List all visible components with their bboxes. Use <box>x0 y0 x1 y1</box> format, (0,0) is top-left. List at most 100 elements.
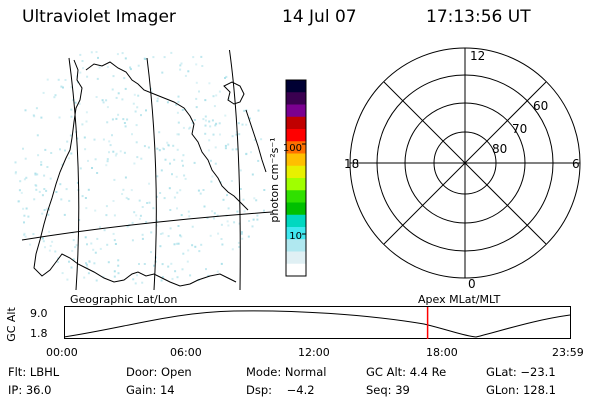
polar-hour-label: 12 <box>470 49 485 63</box>
uv-speckle <box>134 110 137 113</box>
uv-speckle <box>112 75 115 78</box>
map-coastline <box>33 59 237 287</box>
uv-speckle <box>180 235 183 238</box>
uv-speckle <box>216 270 219 273</box>
uv-speckle <box>102 138 105 141</box>
uv-speckle <box>143 145 146 148</box>
uv-speckle <box>36 134 39 137</box>
uv-speckle <box>167 235 170 238</box>
uv-speckle <box>138 199 141 202</box>
uv-speckle <box>56 261 59 263</box>
uv-speckle <box>48 208 50 211</box>
uv-speckle <box>14 161 17 164</box>
uv-speckle <box>133 211 136 214</box>
uv-speckle <box>62 86 64 89</box>
uv-speckle <box>245 152 248 155</box>
uv-speckle <box>40 163 43 166</box>
uv-speckle <box>215 122 218 125</box>
map-meridian <box>68 57 80 290</box>
uv-speckle <box>84 148 87 151</box>
uv-speckle <box>256 218 259 221</box>
uv-speckle <box>174 270 177 273</box>
colorbar-stripe <box>286 190 306 203</box>
uv-speckle <box>35 107 38 110</box>
uv-speckle <box>240 232 243 235</box>
uv-speckle <box>225 75 228 78</box>
uv-speckle <box>87 272 90 275</box>
uv-speckle <box>97 56 99 59</box>
uv-speckle <box>155 224 158 227</box>
status-gc-alt: GC Alt: 4.4 Re <box>366 365 447 379</box>
colorbar-tick-label: 10 <box>289 231 302 242</box>
uv-speckle <box>93 138 96 141</box>
uv-speckle <box>68 199 71 202</box>
colorbar-stripe <box>286 129 306 142</box>
colorbar-stripe <box>286 202 306 216</box>
uv-speckle <box>140 114 142 117</box>
uv-speckle <box>125 196 128 199</box>
uv-speckle <box>85 120 88 123</box>
uv-speckle <box>148 201 151 204</box>
uv-speckle <box>138 263 140 265</box>
uv-speckle <box>152 56 155 59</box>
colorbar-stripe <box>286 227 306 240</box>
colorbar-stripe <box>286 104 306 118</box>
uv-speckle <box>41 212 44 215</box>
uv-speckle <box>180 214 183 217</box>
uv-speckle <box>17 200 20 203</box>
uv-speckle <box>81 195 84 198</box>
uv-speckle <box>22 147 24 150</box>
uv-speckle <box>65 188 68 191</box>
uv-speckle <box>74 101 77 104</box>
colorbar-stripe <box>286 141 306 154</box>
uv-speckle <box>40 116 43 119</box>
uv-speckle <box>23 233 26 236</box>
uv-speckle <box>131 221 134 224</box>
timeline-x-tick: 18:00 <box>426 346 458 359</box>
uv-speckle <box>230 180 233 182</box>
uv-speckle <box>207 149 210 152</box>
uv-speckle <box>129 68 132 71</box>
uv-speckle <box>141 281 144 284</box>
altitude-curve <box>64 310 571 338</box>
uv-speckle <box>240 231 243 234</box>
timeline-y-tick: 1.8 <box>30 327 48 340</box>
uv-speckle <box>198 250 201 253</box>
uv-speckle <box>191 244 194 247</box>
uv-speckle <box>137 94 140 97</box>
uv-speckle <box>199 192 202 195</box>
uv-speckle <box>44 148 47 151</box>
uv-speckle <box>257 109 260 112</box>
uv-speckle <box>235 133 238 136</box>
uv-speckle <box>218 90 221 93</box>
uv-speckle <box>189 274 192 277</box>
uv-emission-speckles <box>14 51 266 285</box>
uv-speckle <box>70 108 73 111</box>
uv-speckle <box>79 71 82 74</box>
uv-speckle <box>158 149 161 152</box>
uv-speckle <box>156 147 159 150</box>
uv-speckle <box>71 249 74 252</box>
status-filter: Flt: LBHL <box>8 365 60 379</box>
status-dsp: Dsp: −4.2 <box>246 383 315 397</box>
uv-speckle <box>106 158 109 161</box>
uv-speckle <box>94 158 97 161</box>
uv-speckle <box>231 148 234 151</box>
uv-speckle <box>131 133 133 136</box>
uv-speckle <box>61 163 64 166</box>
uv-speckle <box>123 151 126 154</box>
status-glon: GLon: 128.1 <box>486 383 556 397</box>
uv-speckle <box>197 189 200 192</box>
geographic-map <box>14 50 272 290</box>
uv-speckle <box>43 174 46 177</box>
uv-speckle <box>106 106 109 109</box>
uv-speckle <box>42 91 45 94</box>
uv-speckle <box>41 237 44 240</box>
uv-speckle <box>72 239 75 242</box>
uv-speckle <box>34 172 37 175</box>
uv-speckle <box>96 172 99 174</box>
uv-speckle <box>23 232 26 235</box>
colorbar-tick-label: 100 <box>283 143 302 154</box>
uv-speckle <box>122 188 125 191</box>
colorbar-stripe <box>286 263 306 277</box>
